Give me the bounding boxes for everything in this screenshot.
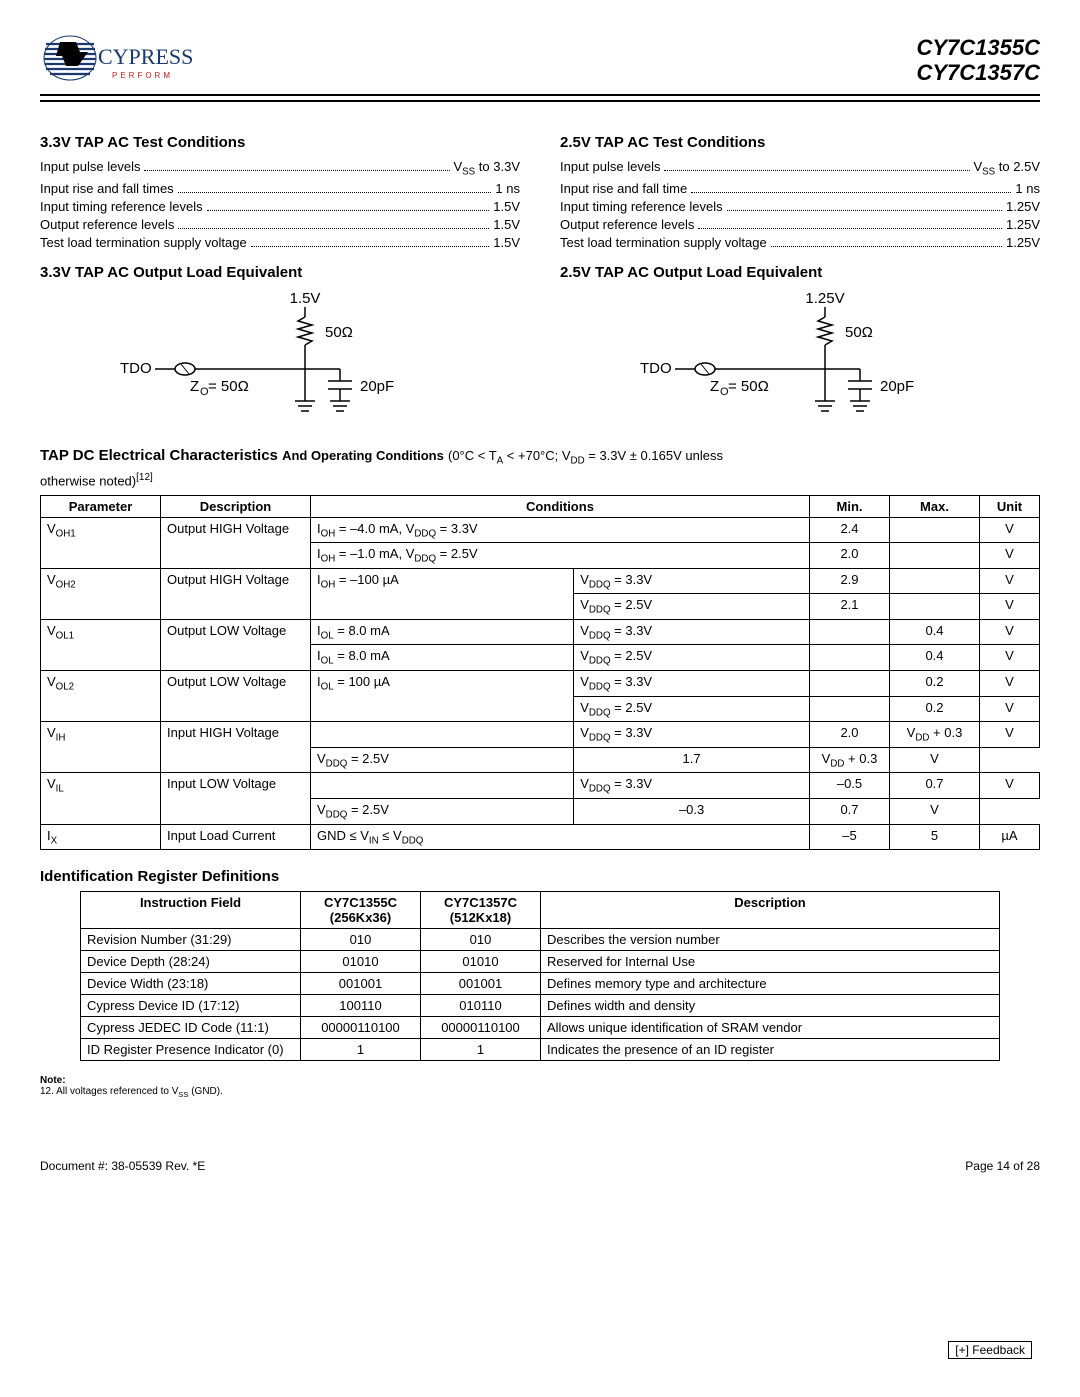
svg-text:Z: Z [190,378,199,395]
svg-text:= 50Ω: = 50Ω [728,378,769,395]
note-header: Note: [40,1075,1040,1086]
svg-text:Z: Z [710,378,719,395]
svg-text:TDO: TDO [120,360,152,377]
tap-dc-heading: TAP DC Electrical Characteristics And Op… [40,447,1040,467]
logo-text: CYPRESS [98,44,193,69]
condition-row: Output reference levels1.25V [560,217,1040,232]
page-header: CYPRESS PERFORM CY7C1355C CY7C1357C [40,30,1040,96]
tap-dc-table: Parameter Description Conditions Min. Ma… [40,495,1040,851]
right-circuit-diagram: 1.25V 50Ω TDO ZO= 50Ω 20pF [560,289,1040,429]
table-row: Device Depth (28:24)0101001010Reserved f… [81,951,1000,973]
th-param: Parameter [41,495,161,517]
condition-row: Input timing reference levels1.5V [40,199,520,214]
table-row: Cypress JEDEC ID Code (11:1)000001101000… [81,1017,1000,1039]
table-row: ID Register Presence Indicator (0)11Indi… [81,1039,1000,1061]
idreg-th-3: Description [541,892,1000,929]
idreg-title: Identification Register Definitions [40,868,1040,885]
table-row: Device Width (23:18)001001001001Defines … [81,973,1000,995]
circuit-topv: 1.5V [290,290,321,307]
page-number: Page 14 of 28 [965,1159,1040,1173]
idreg-th-2: CY7C1357C(512Kx18) [421,892,541,929]
condition-row: Input timing reference levels1.25V [560,199,1040,214]
condition-row: Test load termination supply voltage1.5V [40,235,520,250]
page-footer: Document #: 38-05539 Rev. *E Page 14 of … [40,1159,1040,1173]
tap-dc-cond: (0°C < TA < +70°C; VDD = 3.3V ± 0.165V u… [448,448,723,463]
notes: Note: 12. All voltages referenced to VSS… [40,1075,1040,1099]
table-row: VOL2Output LOW VoltageIOL = 100 µAVDDQ =… [41,671,1040,697]
th-min: Min. [810,495,890,517]
tap-dc-subtitle: And Operating Conditions [282,448,444,463]
svg-text:TDO: TDO [640,360,672,377]
th-unit: Unit [980,495,1040,517]
table-row: VOH2Output HIGH VoltageIOH = –100 µAVDDQ… [41,568,1040,594]
table-row: VIHInput HIGH VoltageVDDQ = 3.3V2.0VDD +… [41,722,1040,748]
table-row: VOL1Output LOW VoltageIOL = 8.0 mAVDDQ =… [41,619,1040,645]
feedback-button[interactable]: [+] Feedback [948,1341,1032,1359]
svg-text:= 50Ω: = 50Ω [208,378,249,395]
note-12: 12. All voltages referenced to VSS (GND)… [40,1086,1040,1099]
svg-text:50Ω: 50Ω [845,324,873,341]
idreg-th-1: CY7C1355C(256Kx36) [301,892,421,929]
right-cond-title: 2.5V TAP AC Test Conditions [560,134,1040,151]
tap-dc-title: TAP DC Electrical Characteristics [40,447,278,464]
svg-text:20pF: 20pF [360,378,394,395]
table-row: Cypress Device ID (17:12)100110010110Def… [81,995,1000,1017]
svg-text:1.25V: 1.25V [805,290,844,307]
doc-number: Document #: 38-05539 Rev. *E [40,1159,205,1173]
part-number-2: CY7C1357C [916,60,1040,85]
th-max: Max. [890,495,980,517]
condition-row: Test load termination supply voltage1.25… [560,235,1040,250]
table-row: IXInput Load CurrentGND ≤ VIN ≤ VDDQ–55µ… [41,824,1040,850]
logo-subtext: PERFORM [112,71,173,80]
condition-row: Input rise and fall times1 ns [40,181,520,196]
condition-row: Input rise and fall time1 ns [560,181,1040,196]
tap-dc-cond2: otherwise noted)[12] [40,472,1040,488]
idreg-th-0: Instruction Field [81,892,301,929]
left-load-title: 3.3V TAP AC Output Load Equivalent [40,264,520,281]
th-desc: Description [161,495,311,517]
right-load-title: 2.5V TAP AC Output Load Equivalent [560,264,1040,281]
table-row: VILInput LOW VoltageVDDQ = 3.3V–0.50.7V [41,773,1040,799]
condition-row: Input pulse levelsVSS to 3.3V [40,159,520,178]
part-numbers: CY7C1355C CY7C1357C [916,35,1040,86]
test-conditions-row: 3.3V TAP AC Test Conditions Input pulse … [40,120,1040,429]
cypress-logo: CYPRESS PERFORM [40,30,220,90]
idreg-table: Instruction Field CY7C1355C(256Kx36) CY7… [80,891,1000,1061]
left-circuit-diagram: 1.5V 50Ω TDO ZO= 50Ω 20pF [40,289,520,429]
th-cond: Conditions [311,495,810,517]
condition-row: Input pulse levelsVSS to 2.5V [560,159,1040,178]
left-cond-title: 3.3V TAP AC Test Conditions [40,134,520,151]
table-row: Revision Number (31:29)010010Describes t… [81,929,1000,951]
part-number-1: CY7C1355C [916,35,1040,60]
svg-text:20pF: 20pF [880,378,914,395]
svg-text:50Ω: 50Ω [325,324,353,341]
table-row: VOH1Output HIGH VoltageIOH = –4.0 mA, VD… [41,517,1040,543]
condition-row: Output reference levels1.5V [40,217,520,232]
